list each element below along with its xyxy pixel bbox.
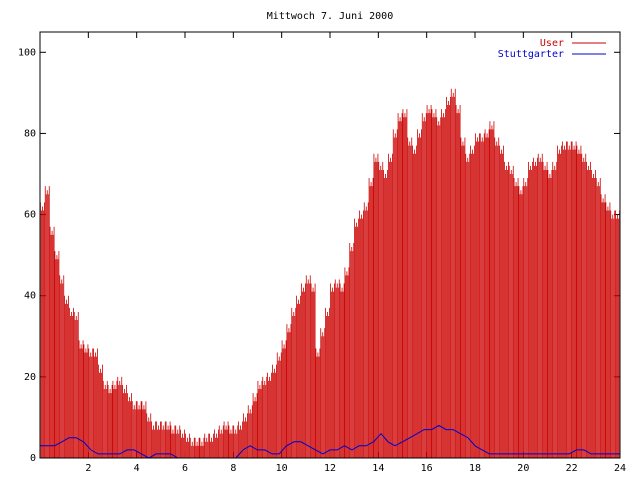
legend-label-stuttgarter: Stuttgarter xyxy=(498,49,564,60)
x-tick-label: 22 xyxy=(566,463,578,474)
y-tick-label: 80 xyxy=(24,128,36,139)
x-tick-label: 12 xyxy=(324,463,336,474)
x-tick-label: 10 xyxy=(276,463,288,474)
user-series xyxy=(40,88,620,458)
stuttgarter-line xyxy=(40,424,620,459)
x-tick-label: 18 xyxy=(469,463,481,474)
y-tick-label: 100 xyxy=(18,47,36,58)
x-tick-label: 16 xyxy=(421,463,433,474)
y-tick-label: 0 xyxy=(30,453,36,464)
legend: User Stuttgarter xyxy=(498,38,606,60)
x-tick-label: 14 xyxy=(372,463,384,474)
x-tick-label: 24 xyxy=(614,463,626,474)
x-tick-label: 6 xyxy=(182,463,188,474)
y-tick-label: 40 xyxy=(24,291,36,302)
legend-label-user: User xyxy=(540,38,564,49)
x-tick-label: 2 xyxy=(85,463,91,474)
x-tick-label: 4 xyxy=(134,463,140,474)
x-tick-label: 20 xyxy=(517,463,529,474)
y-tick-label: 20 xyxy=(24,372,36,383)
y-tick-label: 60 xyxy=(24,210,36,221)
plot-frame xyxy=(39,31,621,459)
chart-title: Mittwoch 7. Juni 2000 xyxy=(267,11,393,22)
x-tick-label: 8 xyxy=(230,463,236,474)
stuttgarter-series xyxy=(40,424,620,459)
